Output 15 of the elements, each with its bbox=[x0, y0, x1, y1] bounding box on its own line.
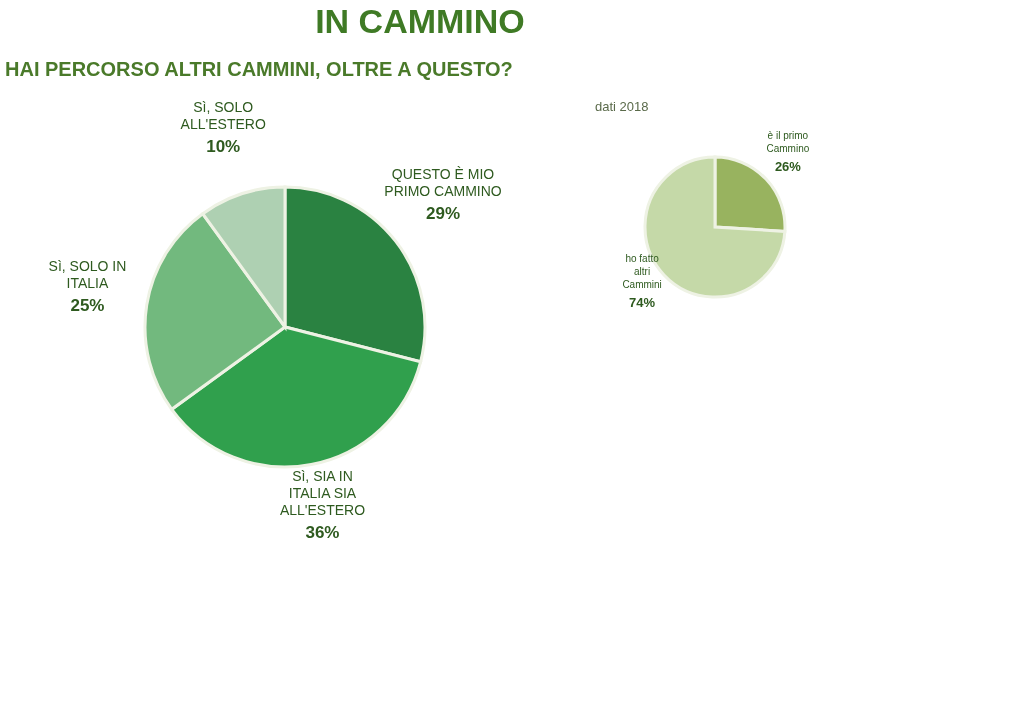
data-label: 10% bbox=[206, 136, 241, 156]
slice-label: QUESTO È MIO PRIMO CAMMINO bbox=[384, 166, 502, 200]
slice-label: Sì, SOLO IN ITALIA bbox=[48, 257, 127, 291]
slice-label: Sì, SOLO ALL'ESTERO bbox=[180, 98, 266, 132]
chart-title: IN CAMMINO bbox=[315, 1, 525, 40]
data-label: 74% bbox=[629, 295, 656, 311]
data-label: 26% bbox=[774, 158, 802, 174]
chart-subtitle: HAI PERCORSO ALTRI CAMMINI, OLTRE A QUESTO? bbox=[5, 57, 513, 80]
data-label: 36% bbox=[305, 523, 340, 543]
slice-label: è il primo Cammino bbox=[766, 129, 810, 154]
chart-title: dati 2018 bbox=[595, 98, 649, 114]
data-label: 25% bbox=[70, 295, 105, 315]
slice-label: Sì, SIA IN ITALIA SIA ALL'ESTERO bbox=[279, 468, 366, 519]
data-label: 29% bbox=[426, 204, 461, 224]
slice-label: ho fatto altri Cammini bbox=[622, 253, 662, 291]
